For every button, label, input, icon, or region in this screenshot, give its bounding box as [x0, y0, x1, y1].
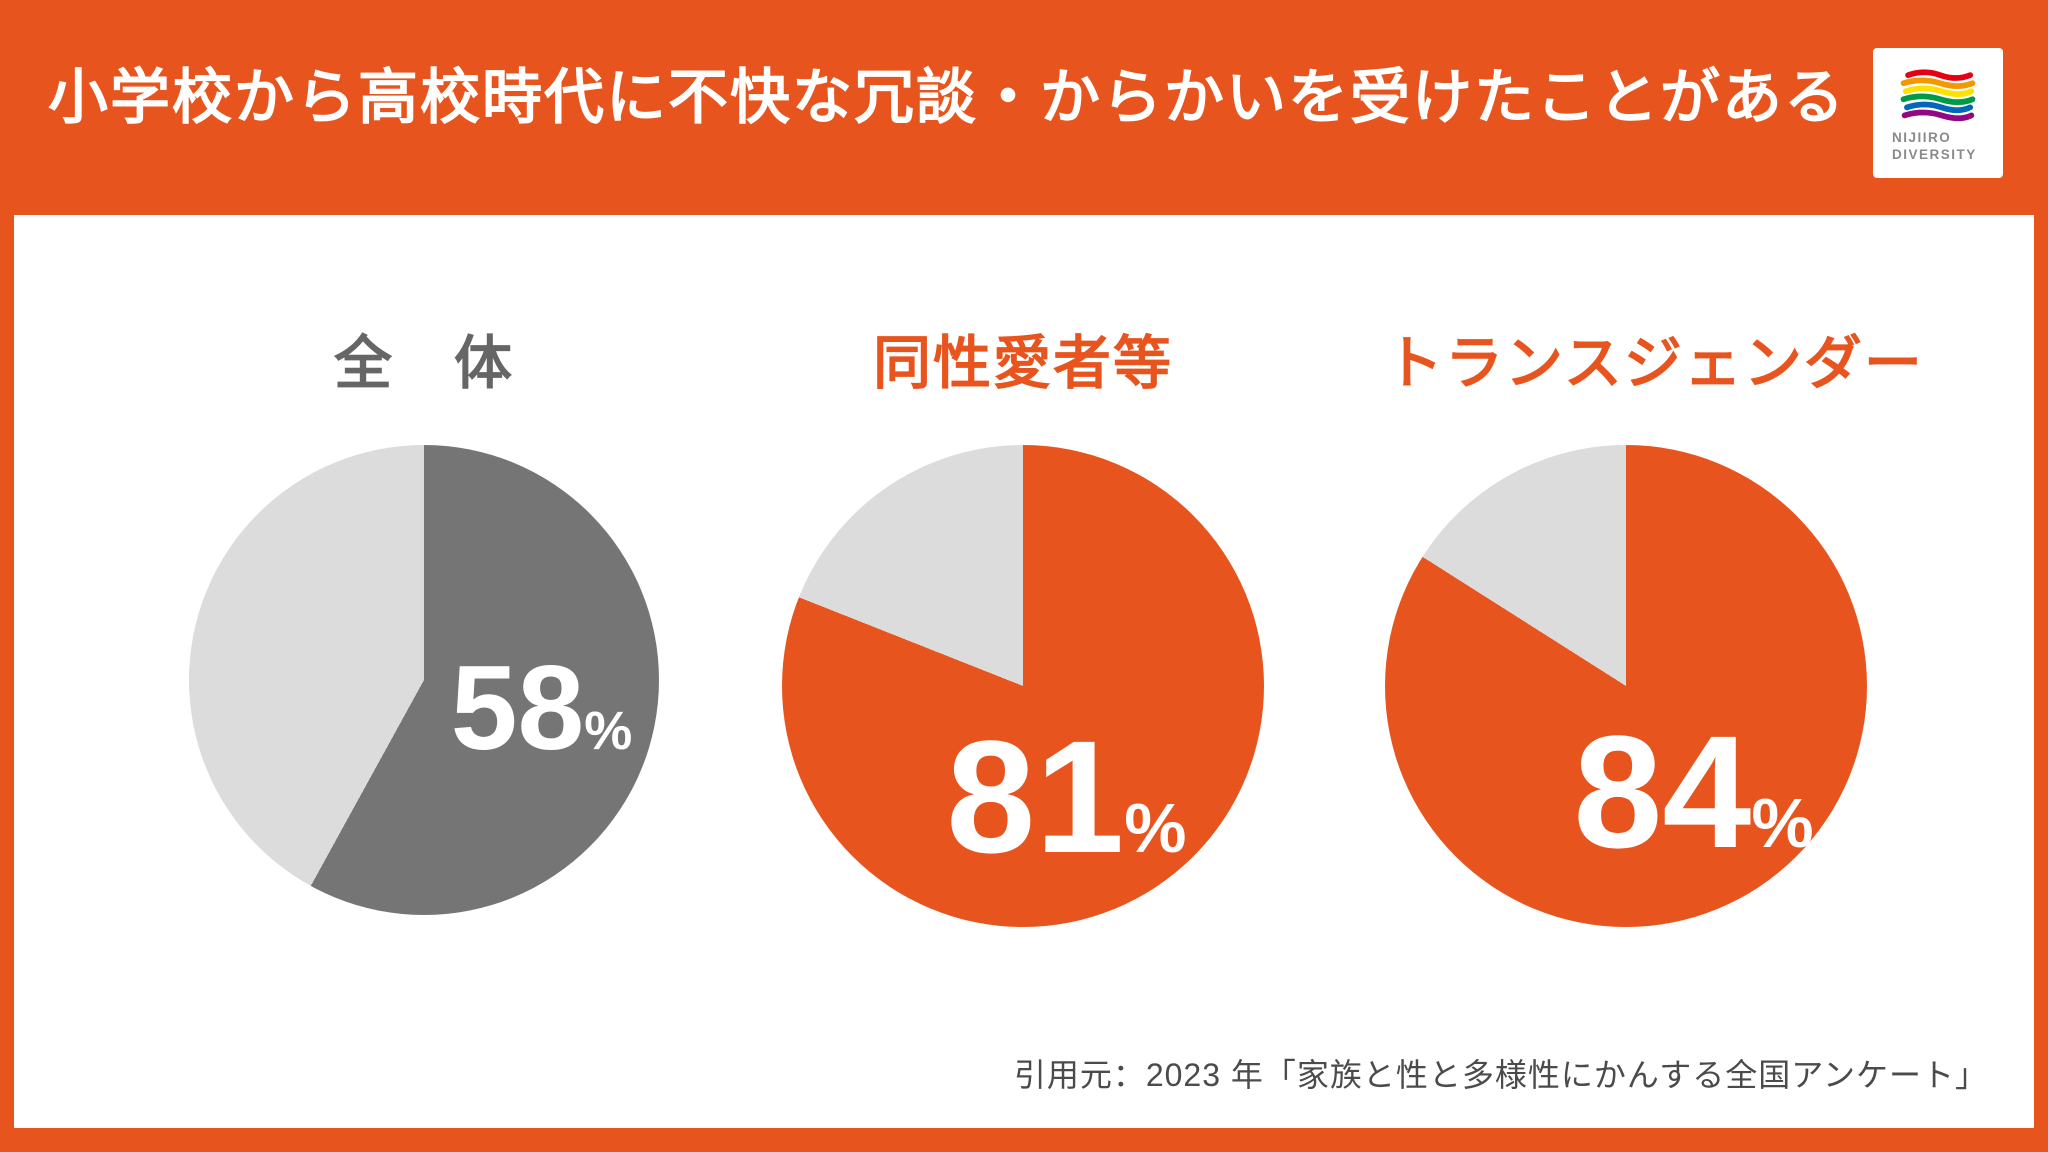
pie-value-number: 84: [1573, 702, 1752, 882]
chart-title-transgender: トランスジェンダー: [1385, 331, 1924, 396]
pie-homosexual: 81%: [782, 445, 1264, 927]
page-title: 小学校から高校時代に不快な冗談・からかいを受けたことがある: [48, 64, 1846, 131]
logo-text: NIJIIRO DIVERSITY: [1892, 130, 1984, 164]
pie-value-unit: %: [1751, 784, 1814, 863]
pie-transgender: 84%: [1385, 445, 1867, 927]
chart-title-overall: 全 体: [333, 331, 514, 396]
source-citation: 引用元：2023 年「家族と性と多様性にかんする全国アンケート」: [1013, 1057, 1988, 1093]
pie-value-number: 81: [946, 706, 1125, 886]
pie-chart-homosexual: 同性愛者等 81%: [782, 335, 1264, 927]
logo-text-line2: DIVERSITY: [1892, 147, 1977, 162]
content-panel: 全 体 58% 同性愛者等 81% トランスジェンダー 84% 引用元：2023…: [14, 215, 2034, 1128]
rainbow-scribble-icon: [1900, 69, 1976, 122]
logo-text-line1: NIJIIRO: [1892, 130, 1952, 146]
pie-value-transgender: 84%: [1573, 712, 1813, 872]
pie-value-overall: 58%: [451, 648, 633, 768]
chart-title-homosexual: 同性愛者等: [872, 331, 1173, 396]
pie-value-number: 58: [450, 641, 585, 776]
pie-value-unit: %: [1124, 788, 1187, 867]
pie-chart-transgender: トランスジェンダー 84%: [1385, 331, 1924, 927]
nijiiro-diversity-logo: NIJIIRO DIVERSITY: [1873, 48, 2003, 178]
pie-value-homosexual: 81%: [946, 716, 1187, 877]
pie-value-unit: %: [584, 701, 633, 762]
pie-chart-overall: 全 体 58%: [189, 335, 659, 915]
header-band: 小学校から高校時代に不快な冗談・からかいを受けたことがある NIJIIRO DI…: [0, 0, 2048, 215]
pie-overall: 58%: [189, 445, 659, 915]
